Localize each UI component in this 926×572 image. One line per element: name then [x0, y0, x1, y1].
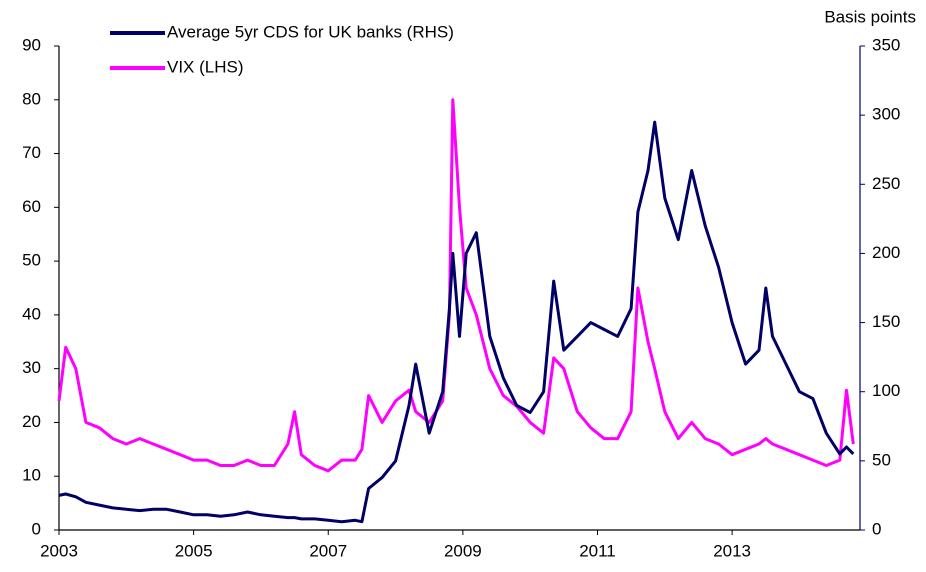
y-tick-label: 80 — [22, 89, 41, 108]
y-tick-label: 60 — [22, 197, 41, 216]
x-tick-label: 2003 — [40, 541, 78, 560]
y2-tick-label: 200 — [872, 243, 900, 262]
legend-label: VIX (LHS) — [167, 57, 244, 76]
y2-tick-label: 50 — [872, 450, 891, 469]
x-tick-label: 2013 — [713, 541, 751, 560]
y2-tick-label: 300 — [872, 105, 900, 124]
y-tick-label: 30 — [22, 358, 41, 377]
y2-tick-label: 250 — [872, 174, 900, 193]
y2-tick-label: 0 — [872, 519, 881, 538]
y-tick-label: 50 — [22, 251, 41, 270]
legend-label: Average 5yr CDS for UK banks (RHS) — [167, 22, 454, 41]
y-tick-label: 10 — [22, 466, 41, 485]
x-tick-label: 2011 — [579, 541, 616, 560]
series-line — [58, 120, 855, 524]
x-tick-label: 2009 — [444, 541, 482, 560]
y-tick-label: 40 — [22, 304, 41, 323]
y-tick-label: 70 — [22, 143, 41, 162]
y2-axis-label: Basis points — [824, 7, 916, 26]
x-tick-label: 2007 — [309, 541, 347, 560]
y2-tick-label: 350 — [872, 35, 900, 54]
y-tick-label: 0 — [32, 519, 41, 538]
series-line — [57, 98, 855, 473]
y2-tick-label: 150 — [872, 312, 900, 331]
y2-tick-label: 100 — [872, 381, 900, 400]
x-tick-label: 2005 — [175, 541, 213, 560]
y-tick-label: 90 — [22, 35, 41, 54]
y-tick-label: 20 — [22, 412, 41, 431]
